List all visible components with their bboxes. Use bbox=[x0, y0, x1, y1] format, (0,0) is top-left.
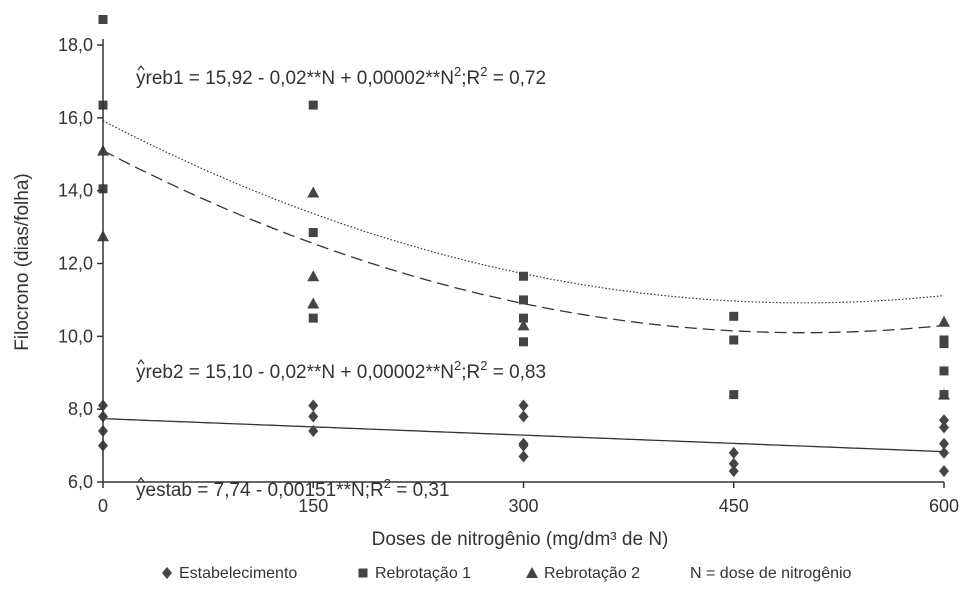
data-point-square bbox=[519, 337, 528, 347]
y-tick-label: 8,0 bbox=[68, 399, 93, 419]
x-tick-label: 0 bbox=[98, 496, 108, 516]
equation-yhat: y bbox=[136, 68, 146, 89]
data-point-diamond bbox=[308, 425, 319, 438]
tick-labels: 6,0 8,0 10,0 12,0 14,0 16,0 18,0 0 150 300 450 600 bbox=[58, 35, 959, 516]
data-point-diamond bbox=[308, 410, 319, 423]
axes bbox=[97, 39, 945, 488]
data-point-square bbox=[939, 366, 949, 376]
x-tick-label: 450 bbox=[719, 496, 749, 516]
equation-r2_sup: 2 bbox=[480, 64, 487, 79]
data-point-square bbox=[729, 390, 739, 400]
data-point-square bbox=[519, 271, 528, 281]
data-point-square bbox=[939, 339, 949, 349]
y-tick-label: 14,0 bbox=[58, 181, 93, 201]
y-tick-label: 16,0 bbox=[58, 108, 93, 128]
y-tick-label: 12,0 bbox=[58, 254, 93, 274]
equation-text: = 15,10 - 0,02**N + 0,00002**N bbox=[184, 362, 454, 383]
equation-yhat: y bbox=[136, 480, 146, 501]
x-tick-label: 150 bbox=[298, 496, 328, 516]
equation-r2_value: = 0,31 bbox=[391, 480, 450, 501]
data-point-square bbox=[729, 311, 739, 321]
data-point-diamond bbox=[728, 457, 739, 470]
y-tick-label: 6,0 bbox=[68, 472, 93, 492]
equation-text: = 7,74 - 0,00151**N bbox=[192, 480, 365, 501]
legend-label: Rebrotação 2 bbox=[544, 565, 640, 582]
data-point-triangle bbox=[307, 186, 320, 198]
legend-label: Estabelecimento bbox=[179, 565, 297, 582]
equation-text: = 15,92 - 0,02**N + 0,00002**N bbox=[184, 68, 454, 89]
data-point-square bbox=[308, 100, 318, 110]
equation-r2_sup: 2 bbox=[480, 358, 487, 373]
data-point-diamond bbox=[308, 399, 319, 412]
data-point-diamond bbox=[939, 465, 949, 478]
fit-line-3 bbox=[102, 417, 945, 453]
x-axis-title: Doses de nitrogênio (mg/dm³ de N) bbox=[372, 529, 669, 550]
data-point-square bbox=[98, 15, 108, 25]
equation-r2_sup: 2 bbox=[384, 476, 391, 491]
data-point-triangle bbox=[517, 319, 530, 331]
data-point-diamond bbox=[728, 465, 739, 478]
legend-marker-diamond bbox=[162, 567, 172, 579]
fit-equation: yreb1 = 15,92 - 0,02**N + 0,00002**N2;R2… bbox=[136, 64, 546, 89]
y-axis-title: Filocrono (dias/folha) bbox=[12, 173, 33, 350]
equation-sub: estab bbox=[146, 480, 192, 501]
data-point-diamond bbox=[518, 439, 529, 452]
y-tick-label: 18,0 bbox=[58, 35, 93, 55]
data-point-diamond bbox=[518, 399, 529, 412]
fit-equation: yreb2 = 15,10 - 0,02**N + 0,00002**N2;R2… bbox=[136, 358, 546, 383]
legend-marker-triangle bbox=[526, 567, 538, 578]
equation-r2_value: = 0,83 bbox=[487, 362, 546, 383]
data-point-diamond bbox=[518, 450, 529, 463]
data-point-diamond bbox=[939, 437, 949, 450]
data-point-diamond bbox=[728, 446, 739, 459]
equation-r2_label: ;R bbox=[461, 68, 480, 89]
equation-sub: reb2 bbox=[146, 362, 184, 383]
data-point-triangle bbox=[307, 297, 320, 309]
yhat-mark bbox=[137, 65, 145, 71]
x-tick-label: 600 bbox=[929, 496, 959, 516]
data-point-diamond bbox=[518, 410, 529, 423]
equation-r2_value: = 0,72 bbox=[487, 68, 546, 89]
data-point-triangle bbox=[307, 270, 320, 282]
equation-r2_label: ;R bbox=[461, 362, 480, 383]
equation-yhat: y bbox=[136, 362, 146, 383]
legend-note: N = dose de nitrogênio bbox=[690, 565, 852, 582]
equation-sub: reb1 bbox=[146, 68, 184, 89]
data-point-square bbox=[729, 335, 739, 345]
data-point-diamond bbox=[939, 446, 949, 459]
data-point-square bbox=[519, 313, 528, 323]
data-point-square bbox=[519, 295, 528, 305]
data-point-square bbox=[308, 313, 318, 323]
data-point-diamond bbox=[939, 414, 949, 427]
fit-equation: yestab = 7,74 - 0,00151**N;R2 = 0,31 bbox=[136, 476, 450, 501]
equation-sup: 2 bbox=[454, 64, 461, 79]
fit-line-2 bbox=[102, 150, 945, 334]
y-tick-label: 10,0 bbox=[58, 326, 93, 346]
data-point-triangle bbox=[938, 388, 950, 400]
equation-sup: 2 bbox=[454, 358, 461, 373]
data-points bbox=[97, 15, 950, 478]
legend: Estabelecimento Rebrotação 1 Rebrotação 2 N… bbox=[162, 565, 852, 582]
data-point-square bbox=[308, 228, 318, 238]
data-point-diamond bbox=[939, 421, 949, 434]
legend-marker-square bbox=[358, 568, 368, 578]
equation-r2_label: ;R bbox=[365, 480, 384, 501]
x-tick-label: 300 bbox=[508, 496, 538, 516]
data-point-triangle bbox=[938, 315, 950, 327]
legend-label: Rebrotação 1 bbox=[375, 565, 471, 582]
yhat-mark bbox=[137, 359, 145, 365]
yhat-mark bbox=[137, 477, 145, 483]
equations: yreb1 = 15,92 - 0,02**N + 0,00002**N2;R2… bbox=[136, 64, 546, 501]
